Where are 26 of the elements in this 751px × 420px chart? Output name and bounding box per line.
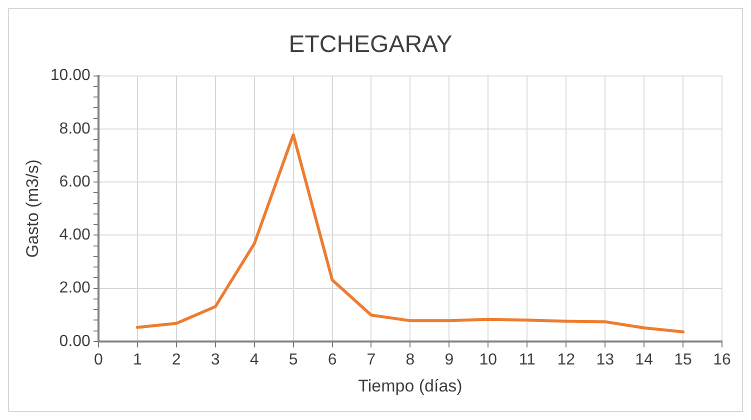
x-tick-label: 6	[328, 351, 337, 368]
y-axis-title: Gasto (m3/s)	[22, 159, 42, 258]
x-tick-label: 13	[596, 351, 614, 368]
y-tick-label: 2.00	[59, 280, 91, 297]
x-tick-label: 8	[406, 351, 415, 368]
x-tick-label: 12	[557, 351, 576, 368]
x-tick-label: 2	[172, 351, 181, 368]
y-tick-label: 10.00	[50, 67, 91, 84]
x-tick-label: 15	[674, 351, 692, 368]
x-tick-label: 7	[366, 351, 376, 368]
x-tick-label: 0	[94, 351, 103, 368]
x-tick-label: 1	[132, 351, 142, 368]
chart-title: ETCHEGARAY	[288, 31, 452, 58]
y-tick-label: 4.00	[59, 226, 91, 244]
x-tick-label: 16	[713, 351, 731, 368]
y-tick-label: 0.00	[59, 332, 91, 350]
x-axis-title: Tiempo (días)	[358, 376, 462, 396]
x-tick-label: 5	[288, 351, 298, 368]
x-tick-label: 9	[444, 351, 454, 368]
x-tick-label: 11	[518, 351, 536, 368]
x-tick-label: 14	[635, 351, 654, 368]
x-tick-label: 4	[250, 351, 259, 368]
x-tick-label: 10	[479, 351, 498, 368]
y-tick-label: 8.00	[59, 120, 91, 138]
x-tick-label: 3	[210, 351, 220, 368]
y-tick-label: 6.00	[59, 173, 91, 190]
